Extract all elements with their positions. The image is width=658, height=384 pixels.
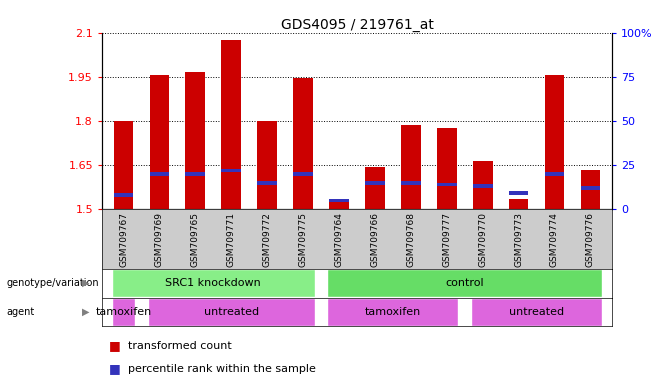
Text: ▶: ▶ <box>82 307 89 317</box>
Bar <box>473 161 493 209</box>
Bar <box>509 199 528 209</box>
Bar <box>112 270 315 297</box>
Bar <box>329 199 349 202</box>
Bar <box>329 202 349 209</box>
Bar <box>401 181 420 185</box>
Bar <box>580 170 600 209</box>
Text: GSM709777: GSM709777 <box>442 212 451 267</box>
Bar <box>114 193 134 197</box>
Bar <box>221 40 241 209</box>
Text: agent: agent <box>7 307 35 317</box>
Bar <box>365 181 385 185</box>
Text: control: control <box>445 278 484 288</box>
Text: percentile rank within the sample: percentile rank within the sample <box>128 364 316 374</box>
Bar <box>293 78 313 209</box>
Bar <box>509 192 528 195</box>
Text: genotype/variation: genotype/variation <box>7 278 99 288</box>
Bar <box>186 172 205 176</box>
Bar <box>149 172 169 176</box>
Text: GSM709764: GSM709764 <box>334 212 343 267</box>
Text: ■: ■ <box>109 362 120 375</box>
Text: GSM709767: GSM709767 <box>119 212 128 267</box>
Bar <box>471 298 602 326</box>
Text: GSM709772: GSM709772 <box>263 212 272 267</box>
Text: SRC1 knockdown: SRC1 knockdown <box>165 278 261 288</box>
Bar <box>365 167 385 209</box>
Text: GSM709775: GSM709775 <box>299 212 307 267</box>
Bar <box>545 75 565 209</box>
Bar <box>327 298 459 326</box>
Bar <box>257 181 277 185</box>
Text: GSM709770: GSM709770 <box>478 212 487 267</box>
Bar <box>401 126 420 209</box>
Text: GSM709773: GSM709773 <box>514 212 523 267</box>
Bar <box>114 121 134 209</box>
Bar <box>112 298 135 326</box>
Text: GSM709765: GSM709765 <box>191 212 200 267</box>
Text: tamoxifen: tamoxifen <box>365 307 421 317</box>
Text: ▶: ▶ <box>82 278 89 288</box>
Bar <box>437 183 457 187</box>
Bar <box>186 73 205 209</box>
Bar <box>580 186 600 190</box>
Text: transformed count: transformed count <box>128 341 232 351</box>
Text: GSM709771: GSM709771 <box>227 212 236 267</box>
Bar <box>149 75 169 209</box>
Bar <box>327 270 602 297</box>
Bar <box>148 298 315 326</box>
Text: untreated: untreated <box>204 307 259 317</box>
Bar <box>293 172 313 176</box>
Bar <box>257 121 277 209</box>
Text: ■: ■ <box>109 339 120 352</box>
Text: GSM709766: GSM709766 <box>370 212 380 267</box>
Text: GSM709774: GSM709774 <box>550 212 559 267</box>
Text: GSM709776: GSM709776 <box>586 212 595 267</box>
Bar <box>221 169 241 172</box>
Bar <box>437 128 457 209</box>
Title: GDS4095 / 219761_at: GDS4095 / 219761_at <box>280 18 434 31</box>
Text: GSM709769: GSM709769 <box>155 212 164 267</box>
Text: tamoxifen: tamoxifen <box>95 307 151 317</box>
Bar <box>545 172 565 176</box>
Bar <box>473 184 493 188</box>
Text: untreated: untreated <box>509 307 564 317</box>
Text: GSM709768: GSM709768 <box>407 212 415 267</box>
